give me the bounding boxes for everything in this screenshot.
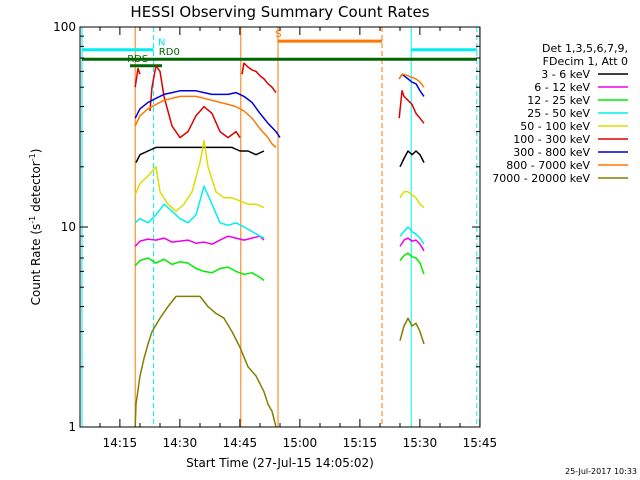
series-12-25-kev-segment-1 (134, 257, 265, 282)
series-7000-20000-kev-segment-1 (134, 295, 277, 428)
x-axis-label: Start Time (27-Jul-15 14:05:02) (186, 456, 374, 470)
y-tick-label-1: 1 (68, 420, 76, 434)
x-tick-label-15-30: 15:30 (403, 436, 438, 450)
x-tick-label-14-15: 14:15 (103, 436, 138, 450)
y-tick-label-10: 10 (61, 220, 76, 234)
series-800-7000-kev-segment-2 (398, 73, 425, 88)
series-12-25-kev-segment-2 (399, 252, 425, 275)
series-100-300-kev-segment-1 (134, 67, 141, 88)
legend-label-100-300-kev: 100 - 300 keV (513, 133, 590, 146)
series-25-50-kev-segment-2 (399, 226, 425, 245)
series-6-12-kev-segment-2 (399, 237, 425, 252)
x-tick-label-15-15: 15:15 (343, 436, 378, 450)
flag-n-label: N (158, 38, 165, 49)
legend-label-25-50-kev: 25 - 50 keV (527, 107, 590, 120)
y-tick-label-100: 100 (53, 20, 76, 34)
legend-label-50-100-kev: 50 - 100 keV (520, 120, 590, 133)
legend-label-3-6-kev: 3 - 6 keV (541, 68, 590, 81)
flag-s-label: S (275, 29, 281, 40)
series-300-800-kev-segment-1 (134, 90, 281, 139)
legend-label-7000-20000-kev: 7000 - 20000 keV (492, 172, 590, 185)
x-tick-label-15-45: 15:45 (463, 436, 498, 450)
legend-label-12-25-kev: 12 - 25 keV (527, 94, 590, 107)
x-tick-label-14-30: 14:30 (163, 436, 198, 450)
series-25-50-kev-segment-1 (134, 185, 265, 239)
series-6-12-kev-segment-1 (134, 235, 265, 247)
x-axis-ticks: 14:15 14:30 14:45 15:00 15:15 15:30 15:45 (79, 27, 498, 450)
x-tick-label-15-00: 15:00 (283, 436, 318, 450)
timestamp: 25-Jul-2017 10:33 (565, 467, 637, 476)
plot-frame (79, 26, 481, 428)
series-800-7000-kev-segment-1 (134, 95, 277, 148)
legend-label-800-7000-kev: 800 - 7000 keV (506, 159, 590, 172)
vertical-markers (81, 27, 478, 427)
series-100-300-kev-segment-3 (241, 62, 277, 94)
legend-label-300-800-kev: 300 - 800 keV (513, 146, 590, 159)
series-100-300-kev-segment-4 (398, 90, 425, 124)
series-3-6-kev-segment-1 (135, 146, 265, 163)
series-50-100-kev-segment-2 (399, 191, 425, 209)
series-lines (134, 62, 425, 428)
legend-header-line-1: Det 1,3,5,6,7,9, (542, 42, 628, 55)
chart-title: HESSI Observing Summary Count Rates (130, 3, 429, 21)
series-7000-20000-kev-segment-2 (399, 317, 425, 345)
legend-header-line-2: FDecim 1, Att 0 (543, 55, 628, 68)
x-tick-label-14-45: 14:45 (223, 436, 258, 450)
series-100-300-kev-segment-2 (149, 65, 241, 139)
series-50-100-kev-segment-1 (134, 139, 265, 212)
flag-rds-label: RDS (127, 54, 148, 65)
flag-rd0-label: RD0 (159, 47, 180, 58)
series-3-6-kev-segment-2 (399, 150, 425, 168)
y-axis-ticks: 1 10 100 (53, 20, 480, 434)
legend-label-6-12-kev: 6 - 12 keV (534, 81, 590, 94)
y-axis-label: Count Rate (s-1 detector-1) (28, 149, 43, 306)
